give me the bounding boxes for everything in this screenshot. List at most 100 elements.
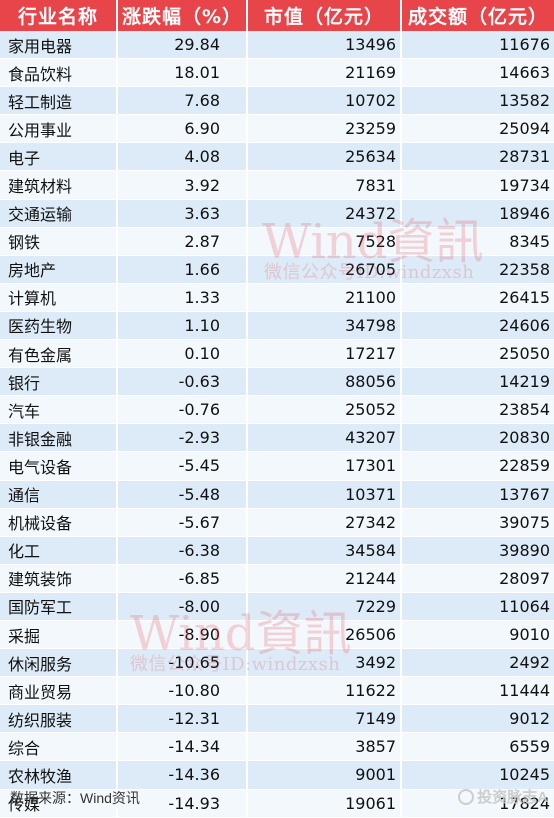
industry-name-cell: 综合 xyxy=(0,732,118,762)
turnover-cell: 25050 xyxy=(401,339,554,369)
industry-name-cell: 商业贸易 xyxy=(0,676,118,706)
turnover-cell: 6559 xyxy=(401,732,554,762)
industry-name-cell: 建筑装饰 xyxy=(0,564,118,593)
change-percent-cell: 1.33 xyxy=(117,283,248,312)
market-cap-cell: 7528 xyxy=(247,227,402,256)
market-cap-cell: 17217 xyxy=(247,339,402,369)
column-header-industry: 行业名称 xyxy=(0,0,118,31)
footer-brand: 投资脉志A xyxy=(458,786,548,807)
turnover-cell: 24606 xyxy=(401,311,554,341)
table-row: 有色金属 0.10 17217 25050 xyxy=(0,339,554,369)
turnover-cell: 14663 xyxy=(401,58,554,88)
industry-name-cell: 机械设备 xyxy=(0,508,118,537)
industry-name-cell: 汽车 xyxy=(0,395,118,425)
table-row: 通信 -5.48 10371 13767 xyxy=(0,480,554,509)
change-percent-cell: -8.90 xyxy=(117,620,248,650)
change-percent-cell: -14.36 xyxy=(117,760,248,790)
industry-name-cell: 电气设备 xyxy=(0,451,118,481)
change-percent-cell: -10.65 xyxy=(117,648,248,678)
turnover-cell: 22358 xyxy=(401,255,554,284)
table-row: 采掘 -8.90 26506 9010 xyxy=(0,620,554,650)
change-percent-cell: -0.63 xyxy=(117,367,248,397)
turnover-cell: 13582 xyxy=(401,86,554,116)
market-cap-cell: 11622 xyxy=(247,676,402,706)
table-row: 计算机 1.33 21100 26415 xyxy=(0,283,554,312)
market-cap-cell: 17301 xyxy=(247,451,402,481)
change-percent-cell: 29.84 xyxy=(117,31,248,60)
table-row: 国防军工 -8.00 7229 11064 xyxy=(0,592,554,621)
table-row: 综合 -14.34 3857 6559 xyxy=(0,732,554,762)
table-row: 电气设备 -5.45 17301 22859 xyxy=(0,451,554,481)
market-cap-cell: 3492 xyxy=(247,648,402,678)
change-percent-cell: 1.10 xyxy=(117,311,248,341)
industry-name-cell: 家用电器 xyxy=(0,31,118,60)
footer: 数据来源：Wind资讯 投资脉志A xyxy=(0,784,554,810)
turnover-cell: 14219 xyxy=(401,367,554,397)
table-row: 建筑装饰 -6.85 21244 28097 xyxy=(0,564,554,593)
change-percent-cell: -6.38 xyxy=(117,536,248,565)
logo-icon xyxy=(458,788,475,805)
market-cap-cell: 21244 xyxy=(247,564,402,593)
market-cap-cell: 25634 xyxy=(247,142,402,172)
table-row: 非银金融 -2.93 43207 20830 xyxy=(0,423,554,453)
market-cap-cell: 9001 xyxy=(247,760,402,790)
table-row: 机械设备 -5.67 27342 39075 xyxy=(0,508,554,537)
change-percent-cell: 7.68 xyxy=(117,86,248,116)
change-percent-cell: 3.63 xyxy=(117,199,248,228)
market-cap-cell: 3857 xyxy=(247,732,402,762)
industry-name-cell: 农林牧渔 xyxy=(0,760,118,790)
table-row: 纺织服装 -12.31 7149 9012 xyxy=(0,704,554,734)
industry-name-cell: 轻工制造 xyxy=(0,86,118,116)
market-cap-cell: 10371 xyxy=(247,480,402,509)
turnover-cell: 11064 xyxy=(401,592,554,621)
change-percent-cell: -6.85 xyxy=(117,564,248,593)
market-cap-cell: 23259 xyxy=(247,114,402,144)
turnover-cell: 11676 xyxy=(401,31,554,60)
market-cap-cell: 13496 xyxy=(247,31,402,60)
table-row: 轻工制造 7.68 10702 13582 xyxy=(0,86,554,116)
industry-name-cell: 通信 xyxy=(0,480,118,509)
change-percent-cell: 1.66 xyxy=(117,255,248,284)
table-row: 休闲服务 -10.65 3492 2492 xyxy=(0,648,554,678)
table-header-row: 行业名称 涨跌幅（%） 市值（亿元） 成交额（亿元） xyxy=(0,0,554,31)
industry-name-cell: 国防军工 xyxy=(0,592,118,621)
table-row: 公用事业 6.90 23259 25094 xyxy=(0,114,554,144)
change-percent-cell: -14.34 xyxy=(117,732,248,762)
industry-name-cell: 房地产 xyxy=(0,255,118,284)
industry-name-cell: 化工 xyxy=(0,536,118,565)
industry-name-cell: 交通运输 xyxy=(0,199,118,228)
industry-name-cell: 公用事业 xyxy=(0,114,118,144)
turnover-cell: 8345 xyxy=(401,227,554,256)
table-row: 商业贸易 -10.80 11622 11444 xyxy=(0,676,554,706)
table-row: 建筑材料 3.92 7831 19734 xyxy=(0,170,554,200)
column-header-change: 涨跌幅（%） xyxy=(117,0,248,31)
turnover-cell: 18946 xyxy=(401,199,554,228)
turnover-cell: 28731 xyxy=(401,142,554,172)
change-percent-cell: -8.00 xyxy=(117,592,248,621)
turnover-cell: 2492 xyxy=(401,648,554,678)
market-cap-cell: 26506 xyxy=(247,620,402,650)
change-percent-cell: 3.92 xyxy=(117,170,248,200)
industry-name-cell: 建筑材料 xyxy=(0,170,118,200)
industry-name-cell: 有色金属 xyxy=(0,339,118,369)
turnover-cell: 10245 xyxy=(401,760,554,790)
market-cap-cell: 7831 xyxy=(247,170,402,200)
market-cap-cell: 21169 xyxy=(247,58,402,88)
table-row: 农林牧渔 -14.36 9001 10245 xyxy=(0,760,554,790)
table-row: 化工 -6.38 34584 39890 xyxy=(0,536,554,565)
table-row: 电子 4.08 25634 28731 xyxy=(0,142,554,172)
change-percent-cell: -5.48 xyxy=(117,480,248,509)
industry-name-cell: 银行 xyxy=(0,367,118,397)
turnover-cell: 39075 xyxy=(401,508,554,537)
table-row: 食品饮料 18.01 21169 14663 xyxy=(0,58,554,88)
change-percent-cell: -12.31 xyxy=(117,704,248,734)
change-percent-cell: -5.45 xyxy=(117,451,248,481)
change-percent-cell: 0.10 xyxy=(117,339,248,369)
table-body: 家用电器 29.84 13496 11676 食品饮料 18.01 21169 14663 轻工… xyxy=(0,31,554,818)
turnover-cell: 25094 xyxy=(401,114,554,144)
market-cap-cell: 34584 xyxy=(247,536,402,565)
table-row: 汽车 -0.76 25052 23854 xyxy=(0,395,554,425)
market-cap-cell: 27342 xyxy=(247,508,402,537)
industry-name-cell: 纺织服装 xyxy=(0,704,118,734)
market-cap-cell: 7149 xyxy=(247,704,402,734)
